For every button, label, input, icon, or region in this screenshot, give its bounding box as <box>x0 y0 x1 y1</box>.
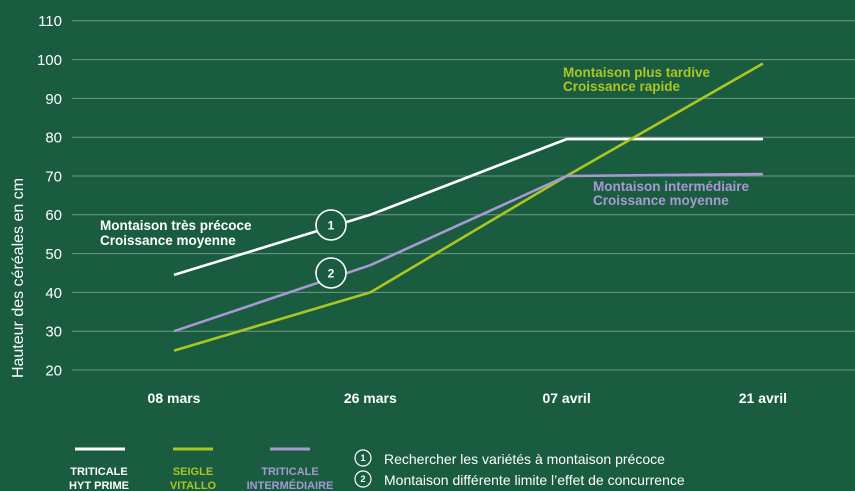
annotations: Montaison très précoce Croissance moyenn… <box>100 65 750 248</box>
series-line-triticale-intermediaire <box>173 172 763 333</box>
legend-item-seigle-vitallo: SEIGLE VITALLO <box>170 447 217 491</box>
legend-item-triticale-intermediaire: TRITICALE INTERMÉDIAIRE <box>247 447 334 491</box>
series-line-seigle-vitallo <box>173 62 764 352</box>
legend: TRITICALE HYT PRIME SEIGLE VITALLO TRITI… <box>69 447 334 491</box>
y-tick-label: 30 <box>45 324 62 341</box>
footnote-2-marker: 2 <box>360 474 365 484</box>
y-tick-label: 100 <box>37 52 62 69</box>
annotation-intermediaire-line-1: Montaison intermédiaire <box>593 179 750 194</box>
x-tick-label: 26 mars <box>344 390 397 406</box>
x-tick-label: 07 avril <box>542 390 590 406</box>
annotation-plus-tardive-line-2: Croissance rapide <box>563 79 681 94</box>
marker-2: 2 <box>315 257 347 289</box>
y-tick-label: 110 <box>38 13 62 30</box>
footnote-1-circle <box>354 449 372 467</box>
footnote-1-marker: 1 <box>360 453 365 463</box>
marker-2-label: 2 <box>328 266 335 280</box>
legend-item-triticale-hyt-prime: TRITICALE HYT PRIME <box>69 447 129 491</box>
annotation-tres-precoce-line-1: Montaison très précoce <box>100 218 252 233</box>
marker-2-circle <box>315 257 347 289</box>
footnotes: 1 Rechercher les variétés à montaison pr… <box>354 449 685 488</box>
annotation-tres-precoce-line-2: Croissance moyenne <box>100 233 236 248</box>
gridlines <box>72 20 855 371</box>
y-tick-label: 50 <box>45 246 62 263</box>
annotation-intermediaire-line-2: Croissance moyenne <box>593 193 729 208</box>
x-axis-tick-labels: 08 mars 26 mars 07 avril 21 avril <box>148 390 788 406</box>
y-tick-label: 90 <box>45 91 62 108</box>
footnote-2: 2 Montaison différente limite l’effet de… <box>354 470 685 488</box>
y-tick-label: 40 <box>45 285 62 302</box>
footnote-1: 1 Rechercher les variétés à montaison pr… <box>354 449 665 467</box>
marker-1: 1 <box>315 209 347 241</box>
annotation-plus-tardive-line-1: Montaison plus tardive <box>563 65 711 80</box>
y-tick-label: 60 <box>45 207 62 224</box>
y-tick-label: 70 <box>45 168 62 185</box>
legend-label-line-1: TRITICALE <box>70 466 127 478</box>
series-lines <box>173 62 764 352</box>
legend-label-line-2: VITALLO <box>170 480 217 491</box>
legend-label-line-1: SEIGLE <box>173 466 213 478</box>
legend-label-line-1: TRITICALE <box>261 466 318 478</box>
footnote-2-text: Montaison différente limite l’effet de c… <box>384 472 685 488</box>
x-tick-label: 08 mars <box>148 390 201 406</box>
x-tick-label: 21 avril <box>739 390 787 406</box>
series-line-triticale-hyt-prime <box>173 137 763 277</box>
legend-label-line-2: INTERMÉDIAIRE <box>247 479 334 491</box>
y-tick-label: 20 <box>45 362 62 379</box>
y-axis-tick-labels: 20 30 40 50 60 70 80 90 100 110 <box>37 13 62 379</box>
legend-label-line-2: HYT PRIME <box>69 480 129 491</box>
footnote-1-text: Rechercher les variétés à montaison préc… <box>384 451 665 467</box>
marker-1-label: 1 <box>328 218 335 232</box>
y-tick-label: 80 <box>45 130 62 147</box>
y-axis-label: Hauteur des céréales en cm <box>10 178 27 378</box>
marker-1-circle <box>315 209 347 241</box>
footnote-2-circle <box>354 470 372 488</box>
chart-markers: 1 2 <box>315 209 347 289</box>
